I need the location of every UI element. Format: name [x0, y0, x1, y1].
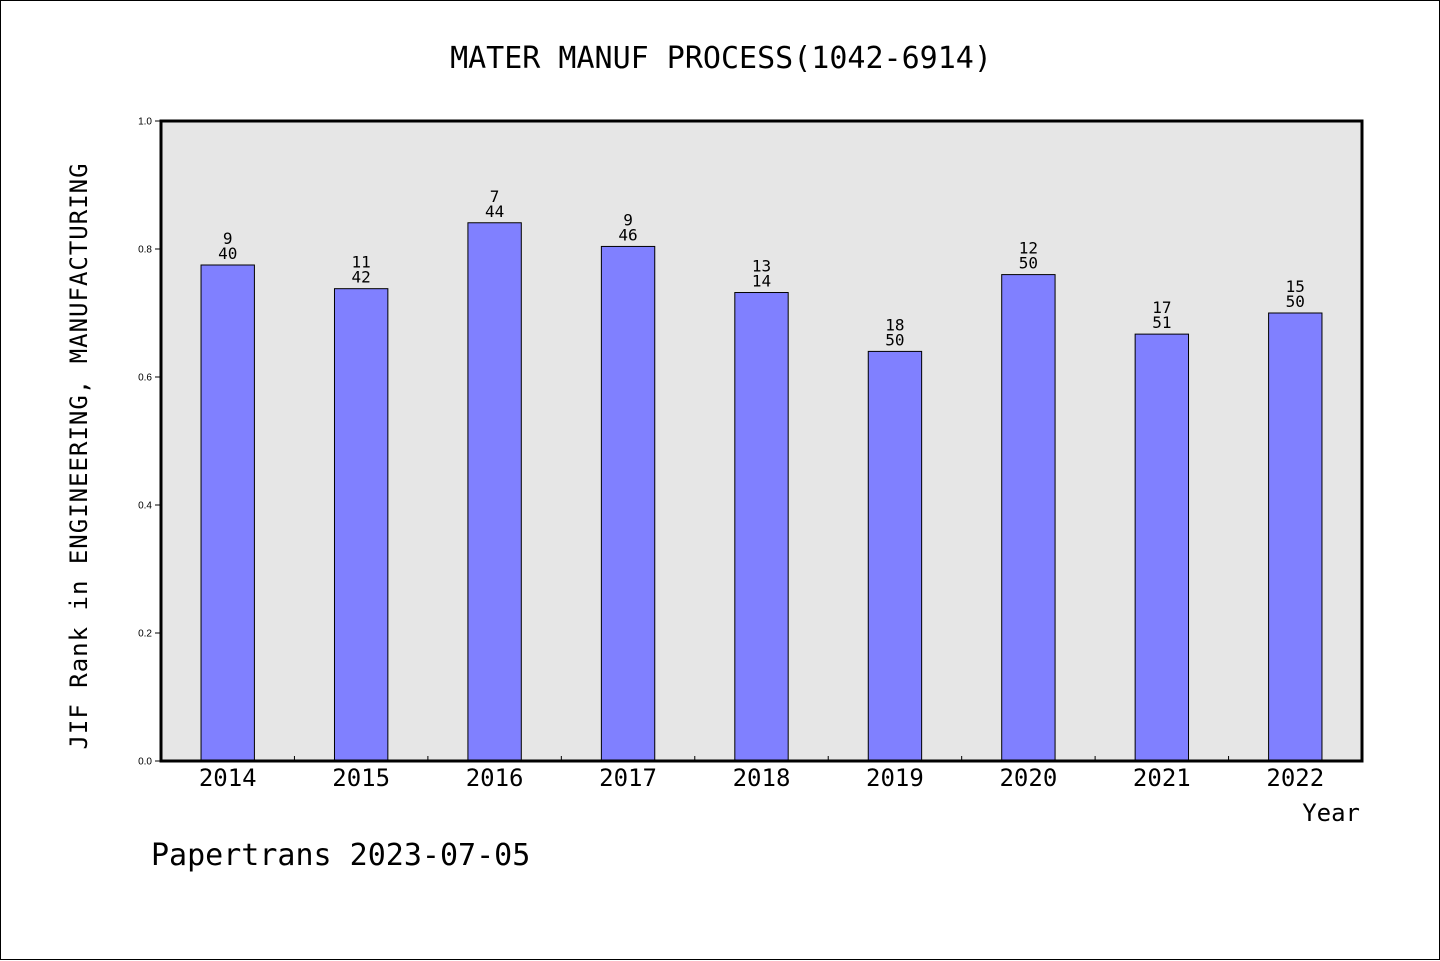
x-tick-label-2019: 2019 [866, 764, 924, 792]
bar-label-rank-2019: 18 [885, 315, 904, 334]
bar-2022 [1268, 312, 1323, 762]
bar-2016 [467, 222, 522, 762]
y-tick-label-1.0: 1.0 [138, 117, 152, 128]
bar-label-rank-2016: 7 [490, 187, 500, 206]
bar-label-rank-2020: 12 [1019, 239, 1038, 258]
bar-2021 [1134, 333, 1190, 762]
bar-label-total-2015: 42 [352, 268, 371, 287]
x-tick-label-2020: 2020 [999, 764, 1057, 792]
x-tick-label-2017: 2017 [599, 764, 657, 792]
bar-label-total-2018: 14 [752, 272, 771, 291]
bar-2015 [333, 288, 389, 762]
footer-text: Papertrans 2023-07-05 [151, 838, 530, 873]
bar-2017 [600, 245, 656, 762]
bar-label-total-2022: 50 [1286, 292, 1305, 311]
bar-label-rank-2017: 9 [623, 210, 633, 229]
bar-2020 [1001, 274, 1056, 762]
bar-label-total-2020: 50 [1019, 254, 1038, 273]
y-tick-label-0.2: 0.2 [138, 629, 152, 640]
x-tick-label-2015: 2015 [332, 764, 390, 792]
x-tick-label-2016: 2016 [466, 764, 524, 792]
bar-2019 [867, 350, 923, 762]
bar-label-rank-2014: 9 [223, 229, 233, 248]
bar-label-rank-2022: 15 [1286, 277, 1305, 296]
chart-title: MATER MANUF PROCESS(1042-6914) [450, 41, 992, 76]
x-tick-label-2014: 2014 [199, 764, 257, 792]
bar-label-rank-2015: 11 [352, 253, 371, 272]
plot-border [159, 119, 1364, 763]
y-tick-label-0.8: 0.8 [138, 245, 152, 256]
bar-2014 [200, 264, 255, 762]
y-tick-label-0.4: 0.4 [138, 501, 152, 512]
bar-label-total-2014: 40 [218, 244, 237, 263]
bar-label-total-2019: 50 [885, 330, 904, 349]
bar-2018 [734, 292, 789, 762]
y-tick-label-0.0: 0.0 [138, 757, 152, 768]
bar-label-rank-2018: 13 [752, 257, 771, 276]
y-tick-label-0.6: 0.6 [138, 373, 152, 384]
x-tick-label-2022: 2022 [1266, 764, 1324, 792]
y-axis-label: JIF Rank in ENGINEERING, MANUFACTURING [65, 162, 93, 749]
x-tick-label-2018: 2018 [733, 764, 791, 792]
x-tick-label-2021: 2021 [1133, 764, 1191, 792]
x-axis-label: Year [1302, 799, 1360, 827]
ticks-layer: 2014 2015 2016 2017 2018 2019 2020 2021 2022 0.0 0… [138, 117, 1324, 793]
bar-label-total-2017: 46 [618, 225, 637, 244]
bar-label-total-2021: 51 [1152, 313, 1171, 332]
bar-label-rank-2021: 17 [1152, 298, 1171, 317]
bar-label-total-2016: 44 [485, 202, 504, 221]
